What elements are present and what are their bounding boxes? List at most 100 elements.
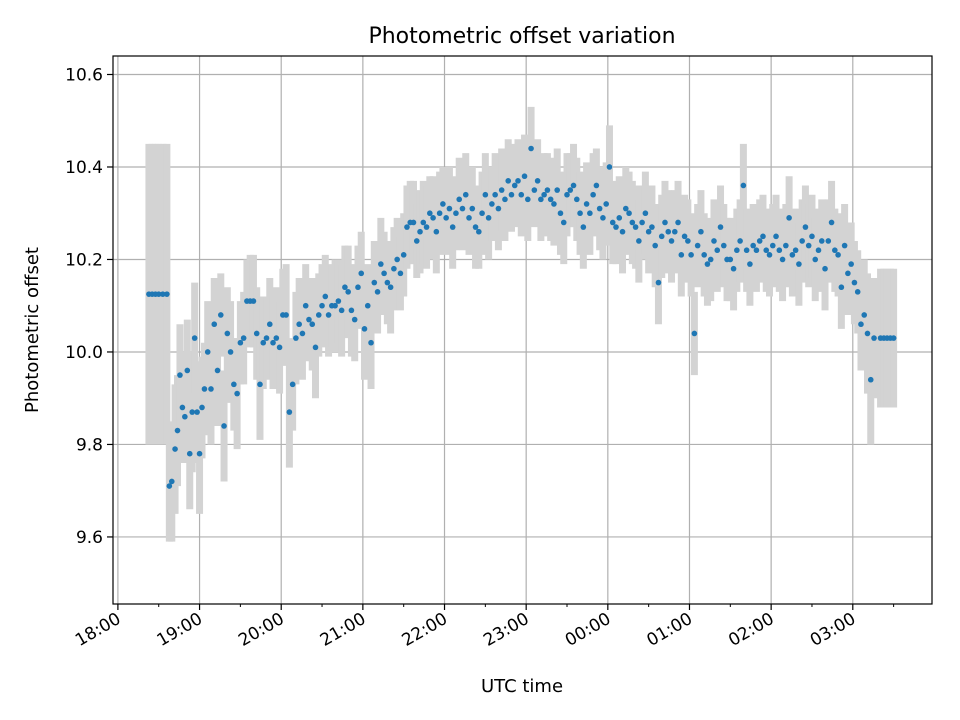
data-point [668, 238, 675, 244]
data-point [515, 178, 521, 184]
data-point [427, 210, 433, 217]
data-point [619, 228, 626, 235]
data-point [707, 256, 714, 263]
data-point [622, 205, 629, 212]
data-point [164, 291, 170, 297]
data-point [662, 219, 668, 226]
data-point [743, 247, 750, 254]
data-point [498, 187, 505, 193]
data-point [177, 372, 183, 378]
data-point [397, 270, 404, 277]
data-point [289, 381, 296, 388]
data-point [727, 256, 734, 263]
x-tick-label: 18:00 [72, 609, 124, 651]
chart-title: Photometric offset variation [368, 24, 675, 49]
data-point [394, 256, 400, 263]
data-point [283, 312, 289, 318]
data-point [531, 187, 538, 193]
data-point [756, 238, 763, 244]
data-point [711, 238, 717, 244]
data-point [384, 279, 391, 286]
data-point [453, 210, 459, 217]
data-point [489, 201, 495, 207]
data-point [312, 344, 319, 351]
data-point [443, 215, 449, 221]
data-point [374, 289, 381, 295]
data-point [717, 224, 724, 230]
data-point [309, 321, 316, 328]
data-point [155, 291, 162, 297]
data-point [606, 164, 613, 170]
data-point [789, 252, 796, 258]
data-point [678, 252, 685, 258]
data-point [766, 252, 773, 258]
data-points [146, 145, 897, 489]
data-point [462, 191, 469, 198]
data-point [338, 307, 345, 314]
data-point [802, 224, 809, 230]
data-point [554, 187, 561, 193]
data-point [858, 321, 864, 328]
x-tick-label: 03:00 [807, 609, 859, 651]
data-point [547, 196, 554, 203]
data-point [616, 215, 623, 221]
data-point [296, 321, 302, 328]
data-point [574, 196, 580, 203]
data-point [557, 210, 564, 217]
data-point [570, 182, 577, 189]
data-point [560, 219, 567, 226]
data-point [266, 321, 273, 328]
data-point [580, 224, 587, 230]
data-point [172, 446, 178, 452]
data-point [740, 182, 747, 189]
data-point [276, 344, 283, 351]
data-point [776, 247, 783, 254]
data-point [166, 483, 173, 489]
data-point [864, 330, 871, 337]
data-point [168, 478, 175, 485]
data-point [420, 219, 427, 226]
data-point [577, 210, 583, 217]
data-point [639, 219, 645, 226]
data-point [541, 191, 547, 198]
data-point [492, 191, 498, 198]
data-point [701, 252, 707, 258]
data-point [603, 201, 609, 207]
x-tick-label: 22:00 [399, 609, 451, 651]
data-point [871, 335, 877, 341]
data-point [345, 289, 351, 295]
data-point [632, 224, 639, 230]
data-point [805, 242, 812, 249]
data-point [779, 256, 786, 263]
data-point [240, 335, 247, 341]
data-point [400, 252, 407, 258]
data-point [737, 238, 743, 244]
data-point [645, 228, 652, 235]
y-tick-label: 10.0 [65, 343, 103, 363]
data-point [675, 219, 681, 226]
data-point [655, 279, 662, 286]
data-point [189, 409, 196, 415]
data-point [436, 210, 443, 217]
data-point [698, 228, 704, 235]
data-point [688, 252, 694, 258]
data-point [387, 284, 394, 291]
data-point [796, 261, 802, 267]
data-point [332, 302, 338, 309]
data-point [361, 326, 368, 332]
y-tick-label: 10.2 [65, 250, 103, 270]
data-point [832, 247, 838, 254]
data-point [253, 330, 260, 337]
y-tick-label: 10.4 [65, 158, 103, 178]
data-point [783, 242, 789, 249]
data-point [237, 339, 244, 346]
data-point [273, 335, 280, 341]
data-point [378, 261, 384, 267]
data-point [760, 233, 766, 240]
data-point [685, 238, 691, 244]
data-point [890, 335, 897, 341]
data-point [649, 224, 655, 230]
data-point [596, 205, 603, 212]
x-tick-label: 21:00 [317, 609, 369, 651]
